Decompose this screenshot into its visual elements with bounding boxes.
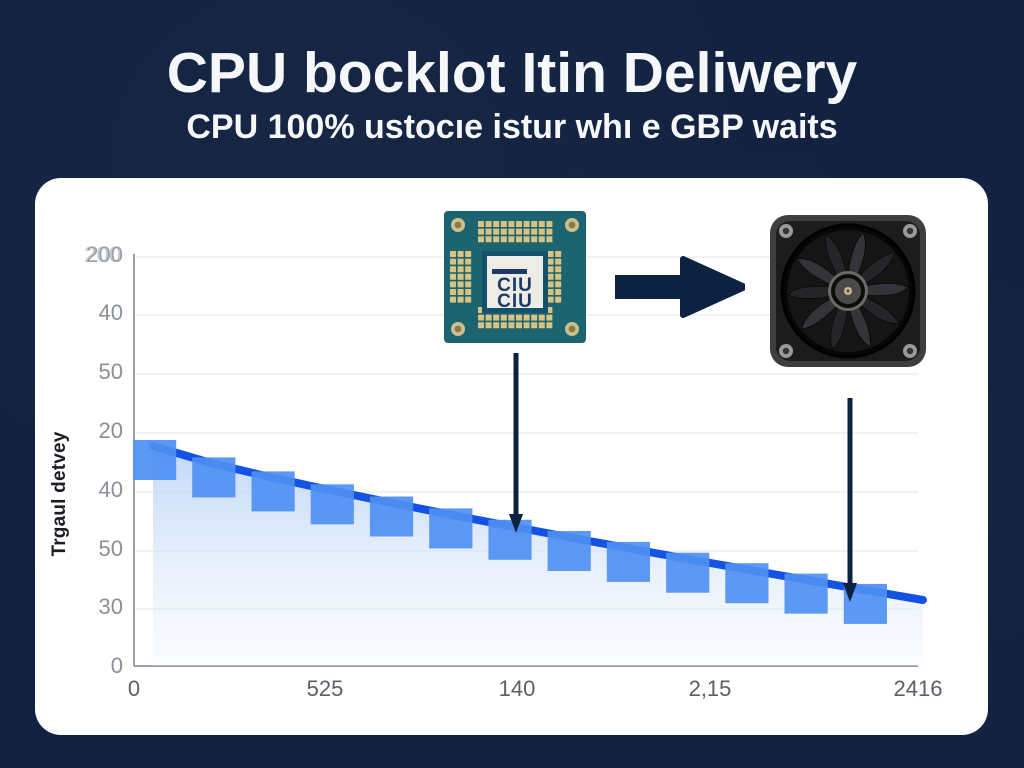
- svg-text:140: 140: [499, 676, 536, 701]
- svg-text:50: 50: [99, 359, 123, 384]
- svg-text:20: 20: [99, 418, 123, 443]
- svg-text:40: 40: [99, 477, 123, 502]
- svg-text:525: 525: [307, 676, 344, 701]
- svg-text:0: 0: [111, 653, 123, 678]
- svg-text:CIU: CIU: [497, 291, 533, 312]
- svg-text:40: 40: [99, 300, 123, 325]
- svg-text:2,15: 2,15: [689, 676, 732, 701]
- svg-text:30: 30: [99, 594, 123, 619]
- svg-text:2416: 2416: [894, 676, 943, 701]
- svg-text:50: 50: [99, 536, 123, 561]
- svg-text:200: 200: [86, 242, 123, 267]
- svg-text:0: 0: [128, 676, 140, 701]
